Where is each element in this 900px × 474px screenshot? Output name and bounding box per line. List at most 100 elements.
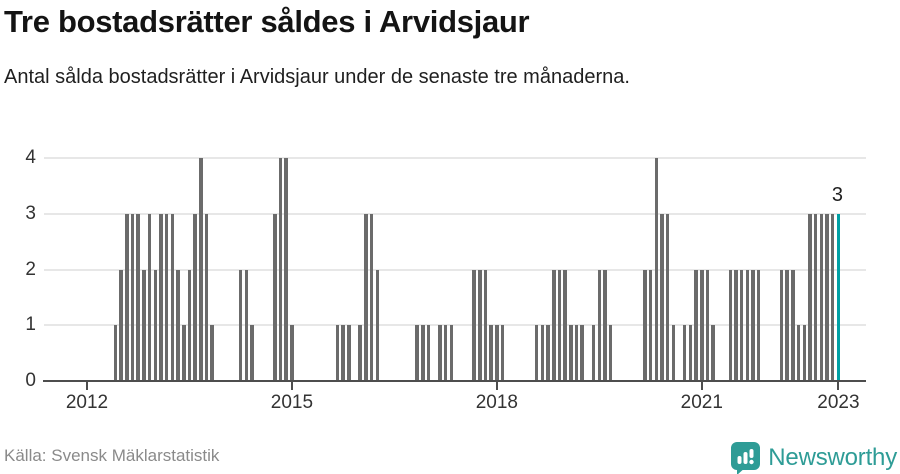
x-axis-tick xyxy=(700,382,703,390)
bar xyxy=(125,213,129,381)
bar xyxy=(176,269,180,381)
bar xyxy=(443,325,448,381)
bar xyxy=(751,269,755,381)
bar xyxy=(483,269,488,381)
x-axis-tick-label: 2015 xyxy=(270,392,314,413)
bar xyxy=(825,213,829,381)
bar xyxy=(136,213,140,381)
y-axis-tick-label: 0 xyxy=(25,370,36,391)
bar xyxy=(688,325,693,381)
bar xyxy=(665,213,670,381)
bar xyxy=(421,325,425,381)
bar xyxy=(187,269,192,381)
chart-subtitle: Antal sålda bostadsrätter i Arvidsjaur u… xyxy=(4,66,630,88)
bar xyxy=(119,269,123,381)
y-axis-tick-label: 3 xyxy=(25,202,36,224)
bar xyxy=(415,325,419,381)
x-axis-tick xyxy=(495,382,498,390)
bar xyxy=(500,325,505,381)
bar xyxy=(489,325,493,381)
bar xyxy=(495,325,499,381)
bar xyxy=(711,325,715,381)
bar xyxy=(580,325,584,381)
bar xyxy=(142,269,146,381)
gridline xyxy=(44,212,866,215)
bar xyxy=(193,213,197,381)
brand-logo: Newsworthy xyxy=(730,441,897,474)
bar xyxy=(170,213,175,381)
y-axis-tick-label: 1 xyxy=(25,314,36,336)
bar xyxy=(682,325,687,381)
bar xyxy=(472,269,476,381)
bar xyxy=(643,269,647,381)
gridline xyxy=(44,268,866,271)
bar xyxy=(284,158,288,381)
x-axis-tick-label: 2021 xyxy=(680,392,723,413)
bar xyxy=(358,325,362,381)
bar xyxy=(745,269,750,381)
bar xyxy=(546,325,550,381)
bar xyxy=(808,213,812,381)
bar xyxy=(574,325,579,381)
bar xyxy=(819,213,824,381)
bar xyxy=(341,325,345,381)
bar xyxy=(591,325,596,381)
bar xyxy=(779,269,784,381)
bar xyxy=(199,158,203,381)
bar xyxy=(130,213,135,381)
bar xyxy=(364,213,368,381)
bar xyxy=(700,269,704,381)
bar xyxy=(728,269,732,381)
bar xyxy=(813,213,818,381)
bar xyxy=(756,269,761,381)
bar xyxy=(153,269,158,381)
page-title: Tre bostadsrätter såldes i Arvidsjaur xyxy=(4,4,530,39)
newsworthy-badge-icon xyxy=(730,441,761,474)
bar xyxy=(785,269,789,381)
bar xyxy=(147,213,152,381)
bar xyxy=(563,269,567,381)
bar xyxy=(534,325,539,381)
bar xyxy=(791,269,795,381)
bar xyxy=(648,269,653,381)
bar xyxy=(273,213,277,381)
bar xyxy=(569,325,573,381)
bar xyxy=(164,213,169,381)
gridline xyxy=(44,324,866,327)
bar xyxy=(603,269,607,381)
bar xyxy=(375,269,380,381)
bar xyxy=(608,325,613,381)
bar xyxy=(335,325,340,381)
bar xyxy=(796,325,801,381)
bar xyxy=(238,269,243,381)
bar xyxy=(369,213,374,381)
bar xyxy=(290,325,294,381)
bar xyxy=(671,325,676,381)
bar xyxy=(204,213,209,381)
x-axis-line xyxy=(43,380,866,382)
bar xyxy=(654,158,658,381)
bar xyxy=(705,269,710,381)
bar xyxy=(552,269,556,381)
bar xyxy=(802,325,806,381)
x-axis-tick xyxy=(837,382,840,390)
bar xyxy=(182,325,186,381)
bar xyxy=(540,325,545,381)
bar xyxy=(660,213,664,381)
bar xyxy=(449,325,454,381)
bar xyxy=(278,158,283,381)
gridline xyxy=(44,157,866,159)
y-axis-tick-label: 4 xyxy=(25,147,36,168)
bar xyxy=(250,325,254,381)
x-axis-tick xyxy=(86,382,88,390)
y-axis-tick-label: 2 xyxy=(25,258,36,280)
bar xyxy=(557,269,562,381)
bar xyxy=(438,325,442,381)
bar xyxy=(734,269,738,381)
bar xyxy=(478,269,482,381)
bar xyxy=(694,269,698,381)
bar xyxy=(113,325,118,381)
bar xyxy=(210,325,214,381)
